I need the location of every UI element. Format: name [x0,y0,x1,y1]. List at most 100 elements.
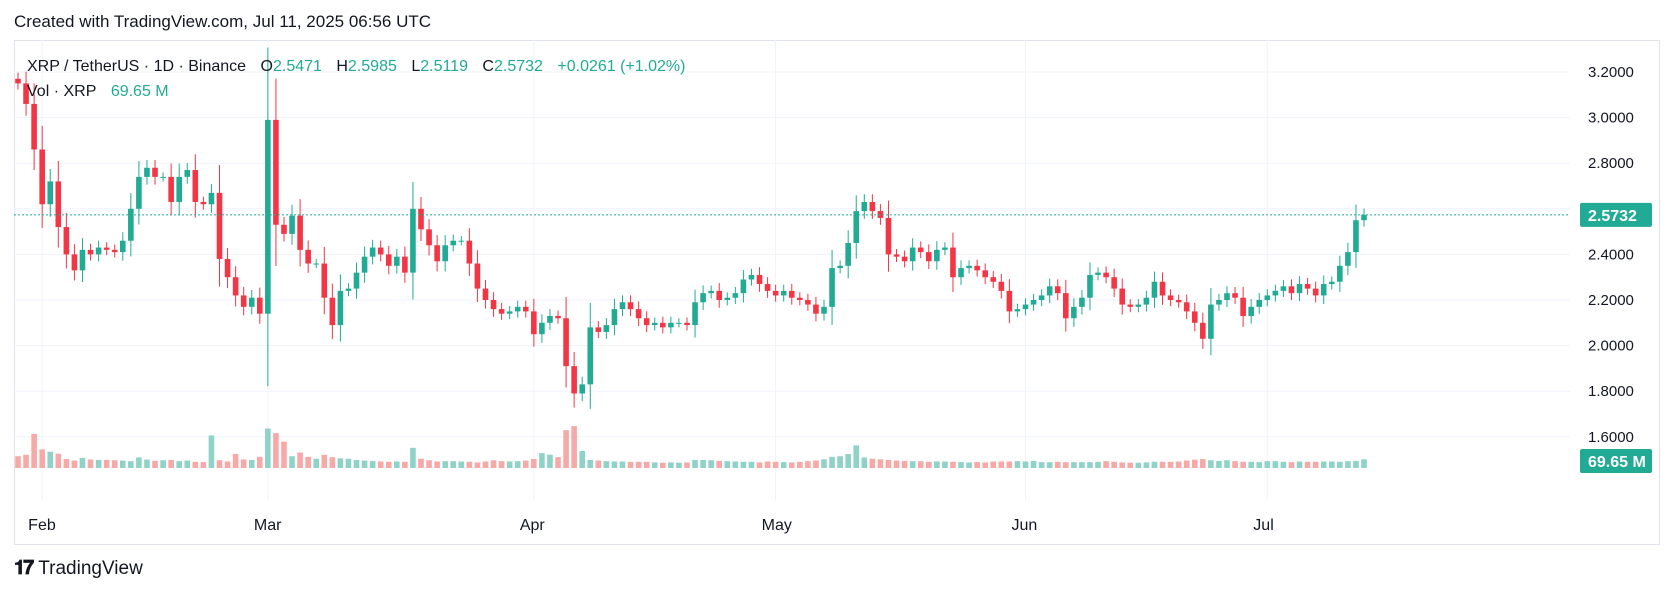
volume-bar [39,449,45,468]
volume-bar [208,435,215,468]
candle-body [708,290,714,294]
volume-bar [192,461,199,468]
volume-bar [410,447,416,468]
volume-bar [813,460,819,468]
candle-body [184,170,191,177]
volume-bar [563,430,569,468]
volume-bar [829,456,835,468]
candle-body [740,279,747,294]
volume-bar [1111,461,1117,468]
volume-bar [877,459,884,468]
candle-body [627,302,634,310]
volume-bar [87,459,94,468]
candle-body [506,311,513,314]
volume-bar [676,462,682,468]
candle-body [934,249,940,262]
volume-bar [434,461,440,468]
candle-body [321,263,328,298]
volume-bar [1200,459,1206,468]
x-tick-label: Jun [1012,517,1038,534]
volume-bar [668,462,674,468]
volume-bar [845,454,851,468]
candle-body [1127,304,1134,307]
candle-body [224,258,231,278]
volume-bar [257,456,263,468]
chart-legend: XRP / TetherUS · 1D · Binance O2.5471 H2… [27,54,685,104]
candle-body [966,265,972,269]
volume-bar [1345,461,1351,468]
candle-body [861,201,868,212]
volume-bar [1288,462,1295,468]
candle-body [394,256,400,266]
volume-bar [998,461,1005,468]
volume-bar [780,462,787,468]
volume-bar [506,461,513,468]
low-label: L [411,58,421,75]
volume-bar [764,461,771,468]
volume-bar [63,459,70,468]
candle-body [232,277,239,296]
volume-bar [660,462,666,468]
price-axis[interactable]: 3.20003.00002.80002.60002.40002.20002.00… [1588,64,1634,446]
volume-bar [1191,459,1198,468]
x-tick-label: Feb [28,517,56,534]
volume-bar [692,459,698,468]
volume-bar [224,461,231,468]
tradingview-logo[interactable]: 𝟏𝟕 TradingView [14,557,143,580]
volume-bar [611,461,618,468]
candle-body [345,288,352,291]
volume-bar [934,461,940,468]
chart-frame[interactable] [14,40,1660,545]
candle-body [136,176,142,209]
symbol-title[interactable]: XRP / TetherUS · 1D · Binance [27,58,247,75]
volume-bar [329,457,336,468]
candle-body [289,215,295,234]
time-axis[interactable]: Feb Mar Apr May Jun Jul [28,517,1274,534]
candle-body [1022,304,1029,310]
open-value: 2.5471 [272,58,322,75]
y-tick-label: 1.6000 [1588,429,1634,446]
candle-body [603,325,610,332]
candle-body [1353,220,1359,253]
candle-body [716,290,723,300]
volume-bar [531,459,537,468]
candle-body [1200,322,1206,339]
volume-bar [522,460,529,468]
candle-body [168,176,174,202]
volume-bar [297,452,303,468]
candle-body [1328,281,1335,285]
candle-body [200,201,207,205]
volume-bar [1071,462,1077,468]
high-label: H [336,58,348,75]
candle-body [1167,295,1174,300]
candle-body [974,265,980,271]
volume-bar [385,461,392,468]
candle-body [547,315,553,323]
candle-body [1224,293,1230,300]
candle-body [208,192,215,205]
volume-bar [627,461,634,468]
volume-bar [1119,462,1126,468]
volume-label[interactable]: Vol · XRP [27,83,97,100]
volume-bar [111,460,118,468]
volume-bar [1272,461,1279,468]
candle-body [1280,286,1287,291]
volume-bar [643,461,650,468]
candle-body [1248,306,1254,316]
candle-body [240,295,247,307]
candle-body [1006,290,1013,312]
candle-body [1296,284,1303,294]
volume-bar [482,461,489,468]
candle-body [248,297,255,307]
volume-bar [982,462,988,468]
volume-bar [708,460,714,468]
candle-body [265,119,271,314]
volume-bar [152,460,158,468]
candle-body [442,245,448,262]
candle-body [313,263,320,265]
volume-bar [281,441,287,468]
candle-body [1143,297,1150,305]
candle-body [1030,300,1037,305]
volume-bar [79,457,86,468]
